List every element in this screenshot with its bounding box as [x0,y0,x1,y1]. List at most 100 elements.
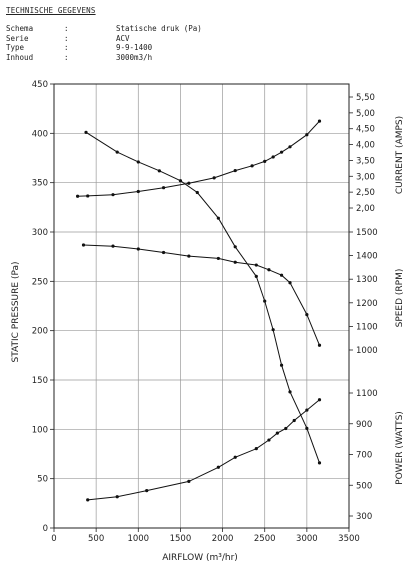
left-data-point [305,426,309,430]
left-data-point [317,461,322,465]
power-data-point [115,495,119,499]
current-data-point [86,194,90,198]
left-data-point [254,274,258,278]
left-data-point [279,363,284,367]
current-data-point [161,186,166,190]
left-data-point [195,190,199,195]
spec-separator: : [64,33,69,43]
y-tick-label: 400 [32,129,48,139]
current-data-point [263,159,267,163]
current-data-point [111,193,115,197]
y-tick-label: 300 [32,228,48,238]
left-data-point [233,245,237,249]
speed-data-point [216,256,220,261]
left-data-point [136,160,140,164]
spec-separator: : [64,52,69,62]
speed-tick-label: 1000 [356,346,378,356]
y-tick-label: 200 [32,327,48,337]
power-tick-label: 900 [356,420,372,430]
current-data-point [212,176,216,180]
power-data-point [233,455,237,459]
current-tick-label: 5,50 [356,93,375,103]
current-series-line [77,120,320,197]
header: TECHNISCHE GEGEVENS Schema : Statische d… [6,6,202,62]
y-tick-label: 50 [37,475,48,485]
x-tick-label: 3000 [296,534,318,544]
power-data-point [284,426,288,431]
power-data-point [267,438,271,442]
spec-value: 9-9-1400 [116,43,153,52]
current-tick-label: 5,00 [356,109,375,119]
y-tick-label: 0 [43,524,48,534]
speed-data-point [136,247,140,251]
speed-tick-label: 1100 [356,322,378,332]
x-axis-label: AIRFLOW (m³/hr) [162,553,238,563]
current-data-point [305,133,309,137]
x-tick-label: 1000 [127,534,149,544]
left-data-point [288,390,292,394]
speed-series-line [83,244,320,346]
speed-data-point [317,343,322,347]
speed-data-point [305,313,309,317]
current-data-point [288,145,292,149]
right-axis-label-power: POWER (WATTS) [395,411,405,485]
y-tick-label: 250 [32,277,48,287]
x-tick-label: 500 [88,534,104,544]
y-tick-label: 100 [32,425,48,435]
spec-row: Inhoud : 3000m3/h [6,53,202,63]
speed-data-point [111,244,115,248]
current-data-point [136,189,140,194]
power-data-point [216,465,220,469]
spec-key: Schema [6,24,34,33]
left-series-line [85,131,320,464]
speed-data-point [267,268,271,272]
spec-key: Type [6,43,25,52]
power-tick-label: 1100 [356,389,378,399]
x-tick-label: 2500 [254,534,276,544]
current-tick-label: 2,00 [356,204,375,214]
speed-tick-label: 1200 [356,299,378,309]
speed-data-point [161,250,166,255]
spec-row: Serie : ACV [6,34,202,44]
speed-data-point [187,254,191,258]
spec-table: Schema : Statische druk (Pa) Serie : ACV… [6,24,202,62]
spec-row: Schema : Statische druk (Pa) [6,24,202,34]
speed-data-point [279,273,284,277]
speed-tick-label: 1300 [356,275,378,285]
speed-tick-label: 1400 [356,252,378,262]
current-data-point [250,164,254,168]
y-tick-label: 350 [32,179,48,189]
left-data-point [115,150,119,154]
power-data-point [292,418,296,423]
spec-separator: : [64,24,69,33]
left-data-point [157,169,161,173]
current-tick-label: 2,50 [356,188,375,198]
current-data-point [317,119,322,123]
power-tick-label: 300 [356,512,372,522]
spec-key: Inhoud [6,52,34,62]
x-tick-label: 1500 [170,534,192,544]
right-axis-label-current: CURRENT (AMPS) [395,116,405,194]
spec-value: ACV [116,33,130,43]
y-tick-label: 450 [32,80,48,90]
current-data-point [279,150,284,154]
speed-data-point [233,260,237,264]
power-series-line [87,399,320,501]
left-data-point [263,299,267,303]
current-data-point [76,194,80,198]
header-title: TECHNISCHE GEGEVENS [6,6,96,15]
current-tick-label: 4,50 [356,125,375,135]
left-data-point [216,216,220,220]
power-tick-label: 500 [356,481,372,491]
current-data-point [187,181,191,185]
x-tick-label: 3500 [338,534,360,544]
left-data-point [84,130,88,134]
current-data-point [271,155,275,159]
speed-data-point [254,263,258,267]
x-tick-label: 2000 [212,534,234,544]
power-data-point [305,408,309,412]
spec-row: Type : 9-9-1400 [6,43,202,53]
x-tick-label: 0 [51,534,56,544]
speed-tick-label: 1500 [356,228,378,238]
